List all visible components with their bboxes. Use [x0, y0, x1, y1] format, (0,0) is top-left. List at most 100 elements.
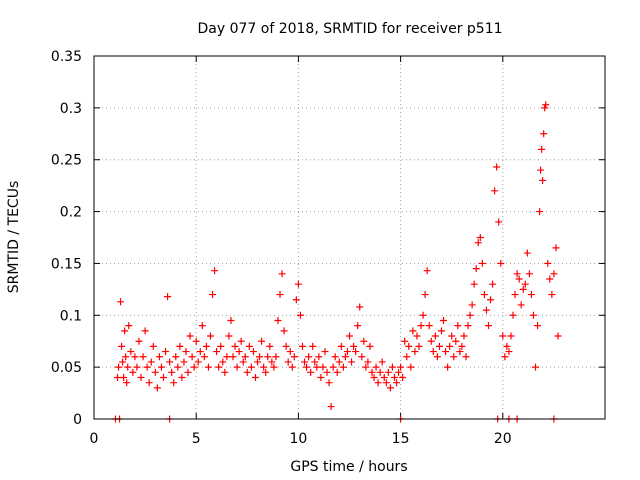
data-point	[182, 348, 190, 356]
data-point	[127, 348, 135, 356]
data-point	[378, 358, 386, 366]
data-point	[509, 311, 517, 319]
data-point	[188, 353, 196, 361]
data-point	[446, 342, 454, 350]
y-tick-label: 0.35	[51, 49, 82, 65]
data-point	[537, 166, 545, 174]
data-point	[251, 374, 259, 382]
data-point	[382, 379, 390, 387]
data-point	[552, 244, 560, 252]
data-point	[437, 327, 445, 335]
data-point	[288, 363, 296, 371]
y-tick-label: 0	[73, 412, 82, 428]
data-point	[333, 368, 341, 376]
data-point	[268, 358, 276, 366]
data-point	[225, 332, 233, 340]
data-point	[256, 353, 264, 361]
data-point	[480, 291, 488, 299]
data-point	[482, 306, 490, 314]
data-point	[507, 332, 515, 340]
data-point	[380, 374, 388, 382]
data-point	[376, 368, 384, 376]
data-point	[448, 332, 456, 340]
data-point	[247, 363, 255, 371]
data-point	[395, 368, 403, 376]
data-point	[157, 363, 165, 371]
data-point	[427, 337, 435, 345]
data-point	[450, 353, 458, 361]
data-point	[403, 353, 411, 361]
data-point	[470, 280, 478, 288]
data-point	[368, 368, 376, 376]
data-point	[243, 368, 251, 376]
plot-border	[93, 55, 606, 420]
data-point	[511, 291, 519, 299]
data-point	[313, 363, 321, 371]
data-point	[303, 363, 311, 371]
data-point	[229, 353, 237, 361]
data-point	[190, 363, 198, 371]
data-point	[550, 270, 558, 278]
data-point	[521, 280, 529, 288]
data-point	[284, 358, 292, 366]
data-point	[497, 259, 505, 267]
data-point	[331, 353, 339, 361]
data-point	[149, 342, 157, 350]
data-point	[544, 259, 552, 267]
data-point	[358, 353, 366, 361]
data-point	[337, 342, 345, 350]
data-point	[280, 327, 288, 335]
data-point	[489, 280, 497, 288]
x-axis-label: GPS time / hours	[290, 459, 407, 475]
data-point	[153, 384, 161, 392]
data-point	[405, 342, 413, 350]
y-tick-label: 0.2	[60, 205, 82, 221]
data-point	[298, 342, 306, 350]
data-point	[270, 363, 278, 371]
data-point	[117, 298, 125, 306]
data-point	[538, 145, 546, 153]
data-point	[517, 301, 525, 309]
data-point	[213, 348, 221, 356]
y-tick-label: 0.05	[51, 360, 82, 376]
data-point	[147, 358, 155, 366]
data-point	[184, 368, 192, 376]
data-point	[122, 353, 130, 361]
data-point	[239, 358, 247, 366]
y-tick-label: 0.1	[60, 308, 82, 324]
data-point	[176, 342, 184, 350]
data-point	[168, 368, 176, 376]
data-point	[115, 363, 123, 371]
data-point	[440, 316, 448, 324]
data-point	[399, 374, 407, 382]
data-point	[554, 332, 562, 340]
data-point	[372, 363, 380, 371]
data-point	[433, 353, 441, 361]
data-point	[466, 311, 474, 319]
data-point	[282, 342, 290, 350]
data-point	[260, 363, 268, 371]
data-point	[266, 342, 274, 350]
data-point	[366, 342, 374, 350]
x-tick-label: 0	[90, 431, 99, 447]
data-point	[219, 358, 227, 366]
data-point	[172, 353, 180, 361]
grid-lines	[94, 56, 605, 419]
data-point	[352, 348, 360, 356]
data-point	[487, 296, 495, 304]
data-point	[464, 322, 472, 330]
data-point	[114, 374, 122, 382]
data-point	[423, 267, 431, 275]
data-point	[329, 363, 337, 371]
data-point	[264, 353, 272, 361]
data-point	[435, 342, 443, 350]
data-point	[354, 322, 362, 330]
data-point	[452, 337, 460, 345]
data-point	[211, 267, 219, 275]
data-point	[390, 374, 398, 382]
data-point	[327, 403, 335, 411]
data-point	[499, 332, 507, 340]
data-point	[548, 291, 556, 299]
data-point	[421, 291, 429, 299]
data-point	[315, 353, 323, 361]
